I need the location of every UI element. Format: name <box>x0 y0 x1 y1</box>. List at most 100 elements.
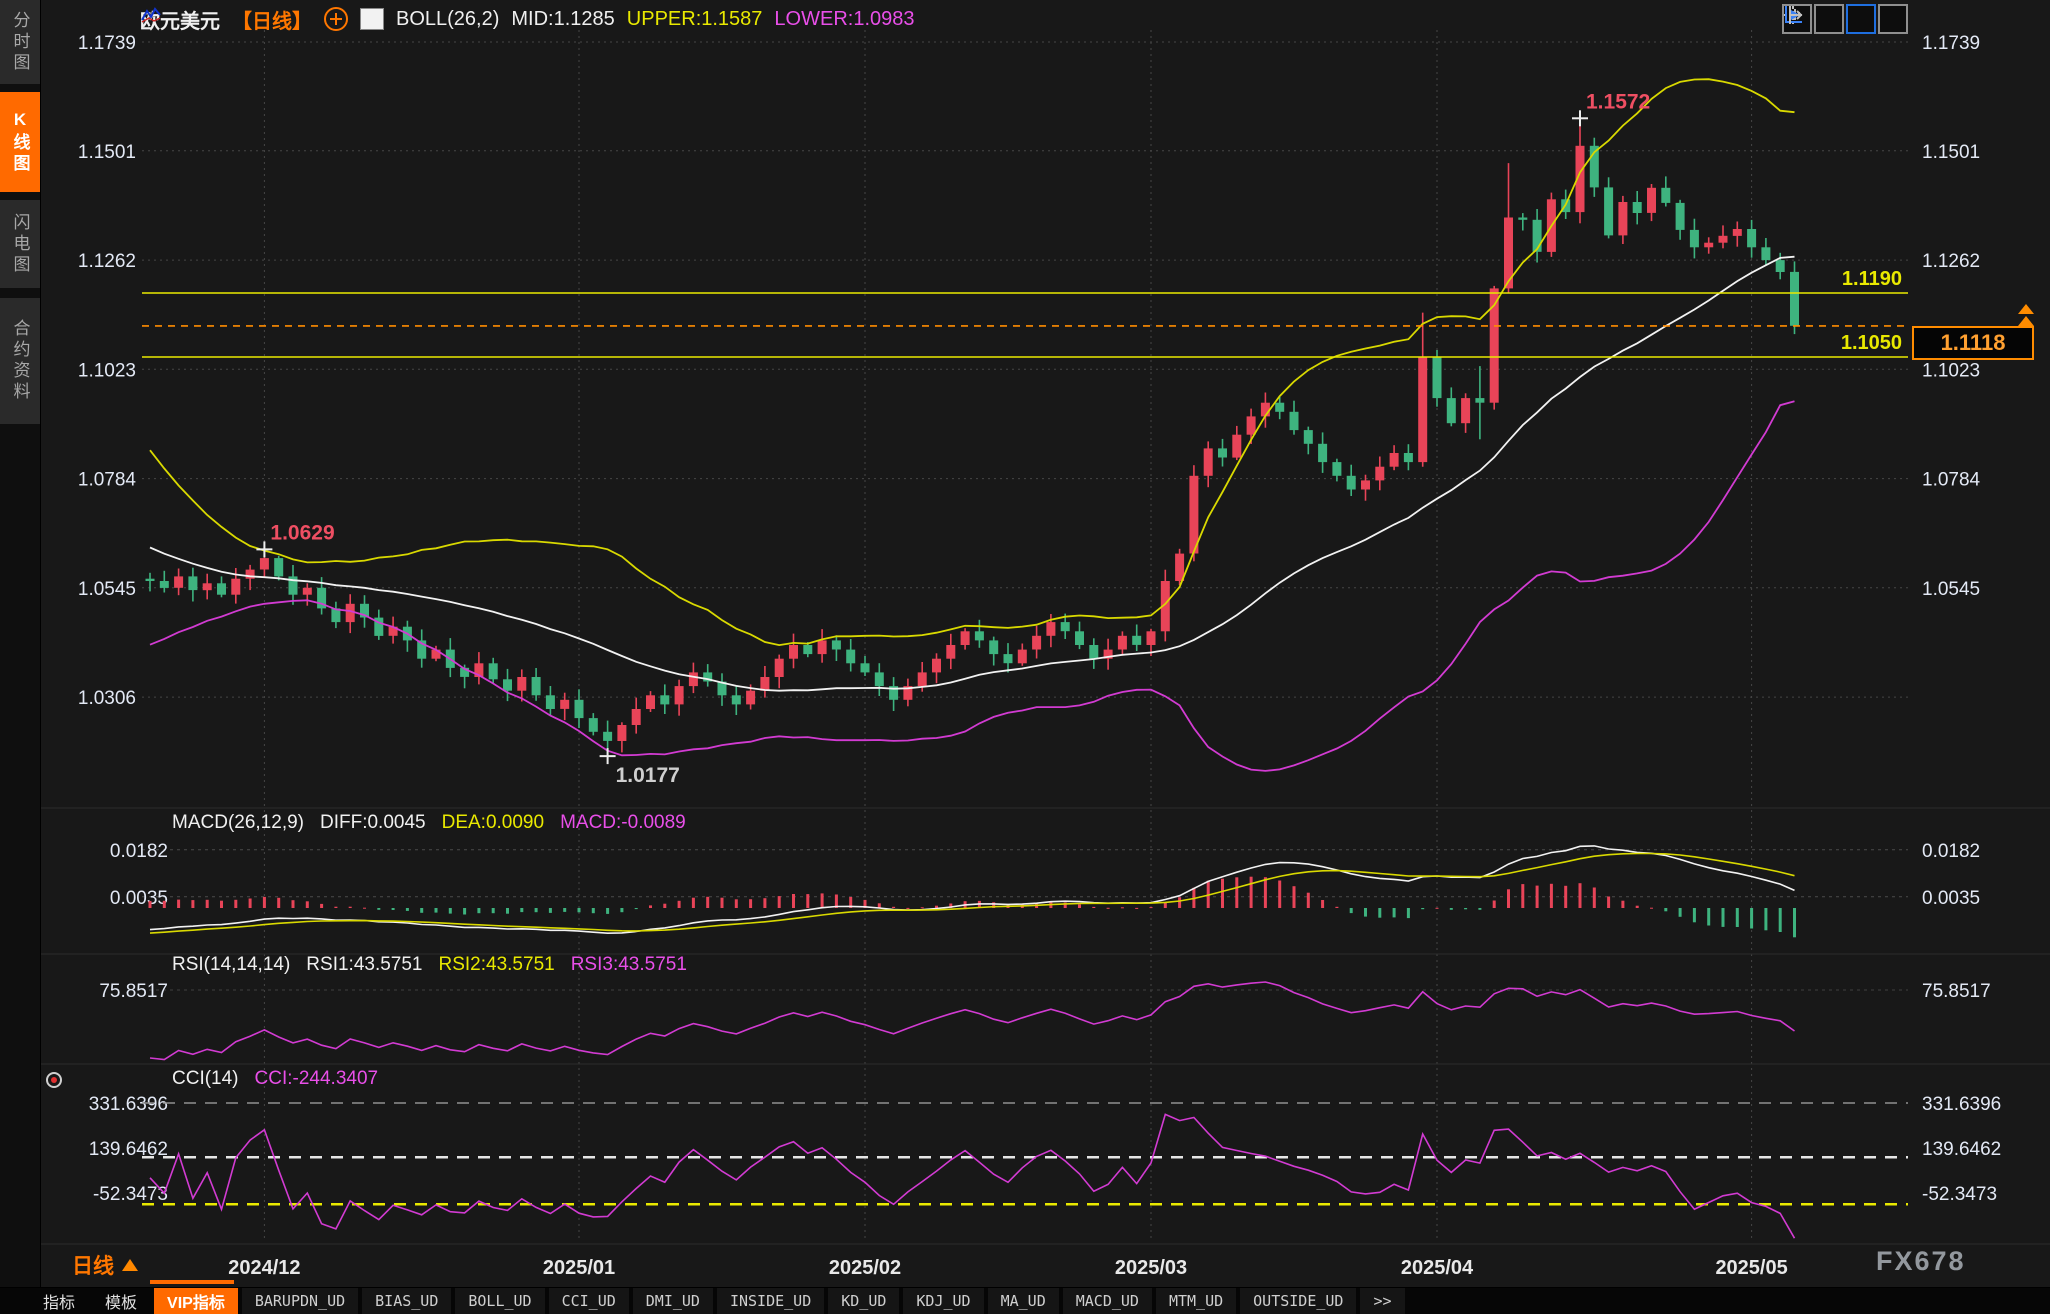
svg-text:1.0545: 1.0545 <box>78 579 136 600</box>
cci-value: CCI:-244.3407 <box>254 1068 379 1089</box>
chart-layers: 1.1739 1.1739 1.1501 1.1501 1.1262 1.1262 1.10… <box>40 30 2050 1279</box>
svg-text:139.6462: 139.6462 <box>89 1139 168 1160</box>
svg-text:2025/05: 2025/05 <box>1715 1257 1787 1279</box>
svg-text:75.8517: 75.8517 <box>1922 981 1991 1002</box>
up-arrow-icon <box>2018 316 2034 326</box>
tab-kd_ud[interactable]: KD_UD <box>828 1288 900 1314</box>
axis-shift-icon <box>1789 6 1803 24</box>
macd-title: MACD(26,12,9) <box>172 812 304 833</box>
svg-text:2025/04: 2025/04 <box>1401 1257 1474 1279</box>
scrollbar-thumb[interactable] <box>150 1280 234 1284</box>
svg-text:-52.3473: -52.3473 <box>1922 1184 1997 1205</box>
price-gridlines: 1.1739 1.1739 1.1501 1.1501 1.1262 1.1262 1.10… <box>78 33 1981 709</box>
svg-text:1.1739: 1.1739 <box>78 33 136 54</box>
tab-vip[interactable]: VIP指标 <box>154 1288 238 1314</box>
tab-kdj_ud[interactable]: KDJ_UD <box>903 1288 984 1314</box>
tab-inside_ud[interactable]: INSIDE_UD <box>716 1288 825 1314</box>
svg-text:1.1262: 1.1262 <box>78 251 136 272</box>
svg-text:1.1262: 1.1262 <box>1922 251 1980 272</box>
macd-pane-title: MACD(26,12,9) DIFF:0.0045 DEA:0.0090 MAC… <box>172 812 686 834</box>
triangle-up-icon <box>122 1259 138 1271</box>
up-arrow-icon <box>2018 304 2034 314</box>
zigzag-glyph <box>141 7 161 23</box>
tab-dmi_ud[interactable]: DMI_UD <box>632 1288 713 1314</box>
tab-barupdn_ud[interactable]: BARUPDN_UD <box>241 1288 359 1314</box>
boll-mid-value: MID:1.1285 <box>511 7 615 30</box>
tab-ma_ud[interactable]: MA_UD <box>987 1288 1059 1314</box>
auto-scroll-button[interactable] <box>1785 4 1876 34</box>
svg-text:0.0035: 0.0035 <box>1922 888 1980 909</box>
svg-text:1.0629: 1.0629 <box>270 521 334 544</box>
tab-mtm_ud[interactable]: MTM_UD <box>1155 1288 1237 1314</box>
svg-text:1.1501: 1.1501 <box>78 142 136 163</box>
macd-dea-value: DEA:0.0090 <box>441 812 545 833</box>
rsi3-value: RSI3:43.5751 <box>570 954 687 975</box>
svg-text:1.1023: 1.1023 <box>1922 360 1980 381</box>
boll-label: BOLL(26,2) <box>396 7 500 30</box>
tab-[interactable]: >> <box>1360 1288 1405 1314</box>
svg-text:0.0182: 0.0182 <box>110 841 168 862</box>
svg-text:1.0784: 1.0784 <box>78 470 137 491</box>
candles <box>145 118 1799 757</box>
scale-axis-button[interactable] <box>1785 4 1844 34</box>
svg-text:1.1739: 1.1739 <box>1922 33 1980 54</box>
macd-pane <box>148 876 1796 938</box>
timeframe-label: 日线 <box>72 1255 114 1278</box>
sidebar-item-3[interactable]: 闪电图 <box>0 200 40 288</box>
current-price-value: 1.1118 <box>1940 330 2006 355</box>
rsi-title: RSI(14,14,14) <box>172 954 291 975</box>
svg-text:331.6396: 331.6396 <box>1922 1094 2001 1115</box>
record-dot-icon[interactable] <box>46 1072 62 1088</box>
svg-text:2025/02: 2025/02 <box>829 1257 901 1279</box>
indicator-tabbar: 指标 模板 VIP指标 BARUPDN_UD BIAS_UD BOLL_UD CCI_UD D… <box>0 1287 2050 1314</box>
symbol-title: 欧元美元 <box>140 10 220 33</box>
svg-text:1.0306: 1.0306 <box>78 688 136 709</box>
boll-lower-value: LOWER:1.0983 <box>774 7 915 30</box>
svg-text:-52.3473: -52.3473 <box>93 1184 168 1205</box>
svg-text:1.1050: 1.1050 <box>1841 332 1902 354</box>
svg-text:1.1190: 1.1190 <box>1842 268 1902 290</box>
tab-cci_ud[interactable]: CCI_UD <box>548 1288 629 1314</box>
svg-text:0.0035: 0.0035 <box>110 888 168 909</box>
cci-title: CCI(14) <box>172 1068 239 1089</box>
shift-axis-button[interactable] <box>1789 4 1908 34</box>
circle-plus-icon[interactable] <box>324 7 348 31</box>
macd-diff-value: DIFF:0.0045 <box>320 812 426 833</box>
timeframe-button[interactable]: 日线 <box>72 1250 138 1280</box>
svg-text:2025/01: 2025/01 <box>543 1257 615 1279</box>
timeframe-tag[interactable]: 【日线】 <box>232 10 312 33</box>
svg-text:2025/03: 2025/03 <box>1115 1257 1187 1279</box>
tab-[interactable]: 指标 <box>43 1295 76 1312</box>
current-price-line <box>142 304 2034 327</box>
tab-boll_ud[interactable]: BOLL_UD <box>455 1288 545 1314</box>
rsi1-value: RSI1:43.5751 <box>306 954 423 975</box>
svg-text:75.8517: 75.8517 <box>99 981 168 1002</box>
tab-outside_ud[interactable]: OUTSIDE_UD <box>1240 1288 1357 1314</box>
sidebar-item-1[interactable]: 分时图 <box>0 0 40 84</box>
svg-text:139.6462: 139.6462 <box>1922 1139 2001 1160</box>
chart-header: 欧元美元 【日线】 BOLL(26,2) MID:1.1285 UPPER:1.… <box>140 5 915 33</box>
rsi-pane-title: RSI(14,14,14) RSI1:43.5751 RSI2:43.5751 … <box>172 954 687 976</box>
sidebar-item-2[interactable]: K线图 <box>0 92 40 192</box>
svg-text:1.1501: 1.1501 <box>1922 142 1980 163</box>
svg-text:0.0182: 0.0182 <box>1922 841 1980 862</box>
svg-text:1.0545: 1.0545 <box>1922 579 1980 600</box>
svg-text:1.1023: 1.1023 <box>78 360 136 381</box>
tab-bias_ud[interactable]: BIAS_UD <box>362 1288 452 1314</box>
sidebar-item-4[interactable]: 合约资料 <box>0 298 40 424</box>
chart-toolbar <box>1782 4 1908 34</box>
chart-type-icon[interactable] <box>141 7 384 30</box>
svg-text:1.0177: 1.0177 <box>616 764 680 787</box>
rsi2-value: RSI2:43.5751 <box>438 954 555 975</box>
cci-pane-title: CCI(14) CCI:-244.3407 <box>172 1068 378 1090</box>
watermark: FX678 <box>1876 1246 1966 1276</box>
boll-upper-value: UPPER:1.1587 <box>626 7 763 30</box>
svg-text:331.6396: 331.6396 <box>89 1094 168 1115</box>
tab-macd_ud[interactable]: MACD_UD <box>1062 1288 1152 1314</box>
svg-text:1.1572: 1.1572 <box>1586 90 1650 113</box>
sidebar: 分时图 K线图闪电图合约资料 <box>0 0 41 1314</box>
tab-[interactable]: 模板 <box>105 1295 138 1312</box>
svg-text:2024/12: 2024/12 <box>228 1257 300 1279</box>
